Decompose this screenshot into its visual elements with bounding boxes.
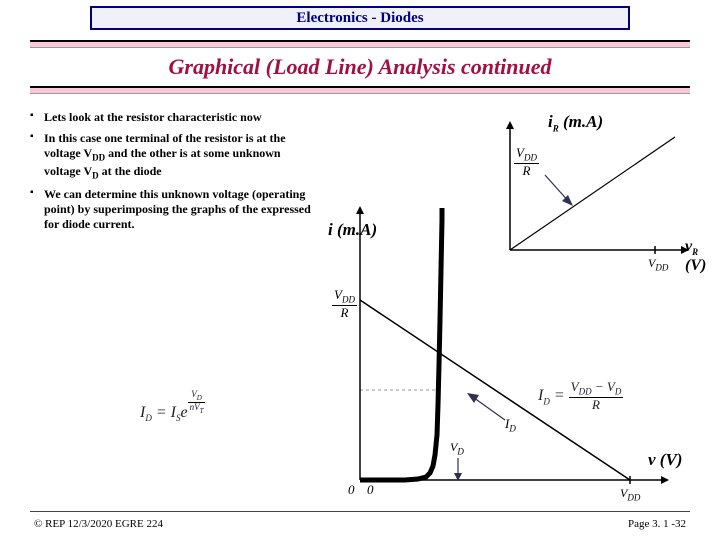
footer-rule [30, 511, 690, 512]
label-i: i (m.A) [328, 220, 377, 240]
label-zero-right: 0 [367, 482, 374, 498]
header-box: Electronics - Diodes [90, 6, 630, 30]
label-zero-left: 0 [348, 482, 355, 498]
label-vdd-main: VDD [620, 486, 640, 502]
bullet-list: Lets look at the resistor characteristic… [30, 110, 320, 238]
footer-right: Page 3. 1 -32 [628, 518, 686, 530]
bullet-item: In this case one terminal of the resisto… [30, 131, 320, 181]
label-vdd-over-r-main: VDDR [332, 288, 357, 321]
header-title: Electronics - Diodes [296, 10, 423, 26]
label-vR: vR (V) [685, 238, 720, 275]
accent-bar-top [30, 40, 690, 48]
footer-left: © REP 12/3/2020 EGRE 224 [34, 518, 163, 530]
main-chart [330, 200, 680, 500]
eq-diode: ID = ISeVDnVT [140, 390, 205, 423]
accent-bar-bottom [30, 86, 690, 94]
bullet-item: Lets look at the resistor characteristic… [30, 110, 320, 125]
label-id: ID [505, 416, 516, 434]
slide-title: Graphical (Load Line) Analysis continued [0, 54, 720, 80]
label-v: v (V) [648, 450, 682, 470]
label-vd: VD [450, 440, 464, 456]
label-vdd-over-r-small: VDDR [514, 146, 539, 179]
bullet-item: We can determine this unknown voltage (o… [30, 187, 320, 232]
label-iR: iR (m.A) [548, 112, 603, 133]
eq-loadline: ID = VDD − VDR [538, 380, 623, 413]
